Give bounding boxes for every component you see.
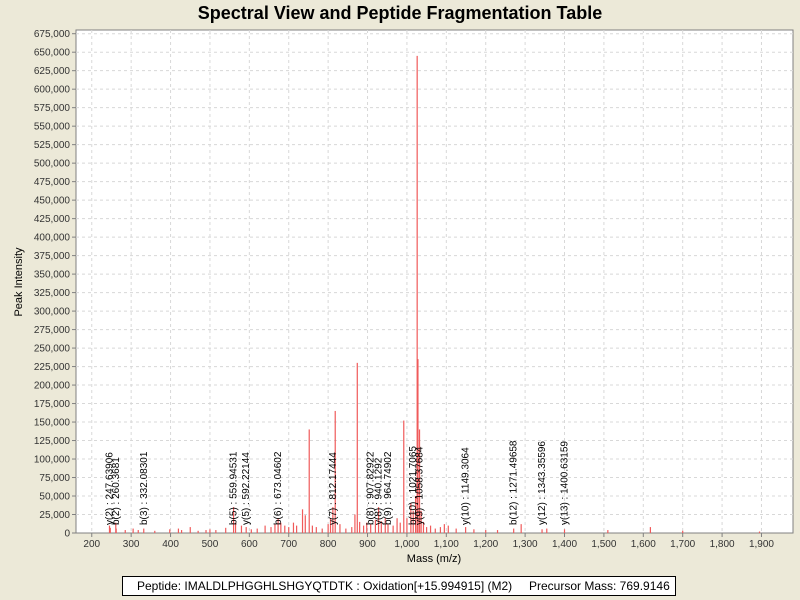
x-tick-label: 400 xyxy=(162,539,179,550)
fragment-label: b(6) : 673.04602 xyxy=(273,451,284,525)
x-tick-label: 1,200 xyxy=(473,539,498,550)
y-tick-label: 500,000 xyxy=(34,159,71,170)
x-tick-label: 1,100 xyxy=(434,539,459,550)
x-tick-label: 300 xyxy=(123,539,140,550)
x-tick-label: 1,700 xyxy=(670,539,695,550)
y-tick-label: 425,000 xyxy=(34,214,71,225)
x-tick-label: 1,500 xyxy=(591,539,616,550)
x-tick-label: 1,900 xyxy=(749,539,774,550)
y-tick-label: 350,000 xyxy=(34,270,71,281)
y-tick-label: 600,000 xyxy=(34,85,71,96)
x-tick-label: 700 xyxy=(280,539,297,550)
y-tick-label: 200,000 xyxy=(34,381,71,392)
fragment-label: y(12) : 1343.35596 xyxy=(537,441,548,525)
spectrum-chart: 0 25,000 50,000 75,000 100,000 125,000 150,000… xyxy=(13,29,794,565)
precursor-mass: Precursor Mass: 769.9146 xyxy=(529,579,670,593)
y-tick-label: 375,000 xyxy=(34,251,71,262)
x-axis-label: Mass (m/z) xyxy=(407,553,461,565)
fragment-label: b(9) : 964.74902 xyxy=(383,451,394,525)
y-tick-label: 125,000 xyxy=(34,436,71,447)
y-axis-ticks: 0 25,000 50,000 75,000 100,000 125,000 150,000… xyxy=(34,29,76,540)
x-tick-label: 1,600 xyxy=(631,539,656,550)
fragment-label: y(13) : 1400.63159 xyxy=(560,441,571,525)
y-tick-label: 450,000 xyxy=(34,196,71,207)
fragment-label: b(10) : 1021.7065 xyxy=(408,446,419,525)
y-tick-label: 0 xyxy=(64,529,70,540)
y-tick-label: 625,000 xyxy=(34,66,71,77)
x-tick-label: 600 xyxy=(241,539,258,550)
y-axis-label: Peak Intensity xyxy=(13,247,25,317)
y-tick-label: 525,000 xyxy=(34,140,71,151)
fragment-label: y(5) : 592.22144 xyxy=(241,452,252,525)
y-tick-label: 100,000 xyxy=(34,455,71,466)
fragment-label: b(8) : 907.82922 xyxy=(366,451,377,525)
y-tick-label: 475,000 xyxy=(34,177,71,188)
y-tick-label: 325,000 xyxy=(34,288,71,299)
y-tick-label: 300,000 xyxy=(34,307,71,318)
y-tick-label: 675,000 xyxy=(34,29,71,40)
y-tick-label: 175,000 xyxy=(34,399,71,410)
y-tick-label: 250,000 xyxy=(34,344,71,355)
x-tick-label: 500 xyxy=(202,539,219,550)
y-tick-label: 275,000 xyxy=(34,325,71,336)
fragment-label: y(2) : 247.63906 xyxy=(104,452,115,525)
fragment-label: b(12) : 1271.49658 xyxy=(509,440,520,525)
x-tick-label: 1,800 xyxy=(710,539,735,550)
y-tick-label: 400,000 xyxy=(34,233,71,244)
x-tick-label: 800 xyxy=(320,539,337,550)
fragment-label: y(10) : 1149.3064 xyxy=(461,447,472,525)
fragment-label: b(3) : 332.08301 xyxy=(139,451,150,525)
peak-series xyxy=(108,55,761,533)
x-axis-ticks: 200 300 400 500 600 700 800 900 1,000 1,100 1,200 1… xyxy=(83,533,774,550)
fragment-label: y(9) : 1058.37684 xyxy=(415,446,426,525)
y-tick-label: 650,000 xyxy=(34,48,71,59)
x-tick-label: 1,400 xyxy=(552,539,577,550)
plot-area xyxy=(75,29,794,534)
fragment-label: y(7) : 812.17444 xyxy=(328,452,339,525)
fragment-label: y(8) : 940.1292 xyxy=(374,457,385,525)
fragment-label: b(5) : 559.94531 xyxy=(229,451,240,525)
y-tick-label: 575,000 xyxy=(34,103,71,114)
peptide-info-box: Peptide: IMALDLPHGGHLSHGYQTDTK : Oxidati… xyxy=(122,576,676,596)
y-tick-label: 75,000 xyxy=(39,473,70,484)
peptide-sequence: Peptide: IMALDLPHGGHLSHGYQTDTK : Oxidati… xyxy=(137,579,513,593)
y-tick-label: 150,000 xyxy=(34,418,71,429)
x-tick-label: 1,300 xyxy=(513,539,538,550)
y-tick-label: 225,000 xyxy=(34,362,71,373)
chart-title: Spectral View and Peptide Fragmentation … xyxy=(197,3,603,23)
y-tick-label: 550,000 xyxy=(34,122,71,133)
x-tick-label: 900 xyxy=(359,539,376,550)
y-tick-label: 25,000 xyxy=(39,510,70,521)
y-tick-label: 50,000 xyxy=(39,492,70,503)
x-tick-label: 1,000 xyxy=(394,539,419,550)
x-tick-label: 200 xyxy=(83,539,100,550)
fragment-label: b(2) : 260.3681 xyxy=(111,457,122,525)
